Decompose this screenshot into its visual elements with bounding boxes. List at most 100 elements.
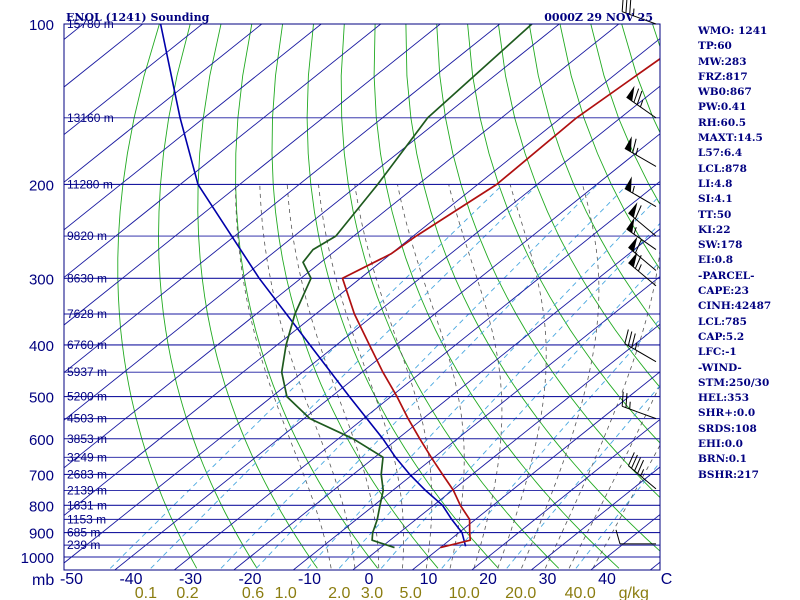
wind-barb-flag	[624, 329, 629, 344]
isotherm	[530, 466, 660, 570]
height-label: 13160 m	[67, 111, 114, 125]
mixing-ratio-line	[256, 184, 628, 569]
wind-barb-flag	[632, 138, 637, 154]
wind-barb-pennant	[624, 176, 632, 192]
moist-adiabat	[259, 184, 356, 569]
pressure-label: 100	[29, 17, 54, 34]
mixing-ratio-label: 2.0	[328, 585, 350, 600]
index-item: -WIND-	[698, 361, 742, 374]
moist-adiabat	[354, 184, 433, 569]
mixing-ratio-label: g/kg	[619, 585, 649, 600]
mixing-ratio-label: 0.1	[135, 585, 157, 600]
dry-adiabat	[559, 24, 660, 270]
height-label: 3853 m	[67, 432, 107, 446]
isotherm	[173, 180, 660, 570]
index-item: BSHR:217	[698, 468, 759, 481]
isotherm	[64, 85, 660, 564]
wind-barb-half-flag	[632, 8, 635, 16]
mixing-ratio-label: 0.2	[176, 585, 198, 600]
height-label: 7628 m	[67, 307, 107, 321]
isotherm	[64, 24, 203, 136]
wind-barb-pennant	[626, 85, 635, 102]
index-item: LI:4.8	[698, 177, 733, 190]
wind-barb	[624, 329, 657, 363]
index-item: CAP:5.2	[698, 330, 745, 343]
wind-barb	[621, 0, 657, 25]
wind-barb-half-flag	[637, 264, 642, 272]
wind-barb-half-flag	[632, 185, 635, 194]
pressure-label: 700	[29, 467, 54, 484]
index-item: LFC:-1	[698, 346, 737, 359]
index-item: SHR+:0.0	[698, 407, 756, 420]
height-label: 239 m	[67, 538, 100, 552]
height-label: 5200 m	[67, 390, 107, 404]
wind-barb-pennant	[624, 136, 632, 152]
pressure-unit-label: mb	[32, 572, 54, 589]
index-item: SRDS:108	[698, 422, 757, 435]
isotherm	[292, 276, 660, 570]
isotherm	[471, 418, 660, 570]
dry-adiabat	[528, 24, 660, 331]
plot-frame	[63, 23, 661, 571]
mixing-ratio-label: 10.0	[449, 585, 480, 600]
wind-barb-half-flag	[634, 342, 638, 350]
wind-barb-flag	[631, 333, 636, 348]
wind-barb	[626, 217, 657, 250]
wind-barb-flag	[621, 0, 624, 12]
pressure-label: 200	[29, 177, 54, 194]
dry-adiabat	[158, 24, 258, 569]
moist-adiabat	[448, 184, 503, 569]
index-item: SI:4.1	[698, 193, 733, 206]
height-label: 1631 m	[67, 498, 107, 512]
dry-adiabat	[271, 24, 439, 569]
dry-adiabat	[306, 24, 499, 569]
index-item: STM:250/30	[698, 376, 770, 389]
wind-barb-staff	[624, 188, 657, 207]
temperature-tick-label: 20	[479, 571, 497, 588]
index-item: PW:0.41	[698, 101, 747, 114]
moist-adiabat	[286, 184, 380, 569]
wind-barb-flag	[634, 239, 642, 254]
index-item: TP:60	[698, 40, 732, 53]
moist-adiabat	[592, 444, 660, 569]
temperature-tick-label: C	[661, 571, 673, 588]
height-label: 6760 m	[67, 338, 107, 352]
wind-barb-staff	[622, 11, 657, 25]
moist-adiabat	[497, 184, 547, 569]
sounding-profiles	[159, 24, 660, 549]
wind-barb	[628, 236, 657, 271]
isotherm	[411, 371, 660, 570]
height-label: 1153 m	[67, 512, 106, 526]
index-item: CAPE:23	[698, 285, 749, 298]
wind-barb-flag	[634, 457, 641, 472]
wind-barb	[624, 176, 657, 207]
wind-barb-staff	[622, 405, 657, 420]
wind-barb-pennant	[628, 252, 638, 268]
index-item: RH:60.5	[698, 116, 747, 129]
index-item: L57:6.4	[698, 147, 743, 160]
isotherm	[64, 24, 144, 88]
index-item: LCL:878	[698, 162, 747, 175]
index-item: WB0:867	[698, 86, 752, 99]
wind-barb-flag	[625, 0, 628, 14]
pressure-label: 500	[29, 390, 54, 407]
wind-barb	[621, 391, 657, 420]
index-item: MW:283	[698, 55, 747, 68]
mixing-ratio-label: 20.0	[505, 585, 536, 600]
wind-barb-flag	[633, 88, 640, 103]
isotherm	[64, 24, 382, 278]
wind-barb	[627, 452, 657, 490]
wind-barb-half-flag	[640, 469, 645, 477]
temperature-tick-label: -10	[298, 571, 321, 588]
moist-adiabat	[235, 184, 332, 569]
index-item: SW:178	[698, 239, 743, 252]
sounding-indices-panel: WMO: 1241 TP:60 MW:283 FRZ:817 WB0:867 PW:0.4…	[698, 24, 798, 483]
index-item: EI:0.8	[698, 254, 734, 267]
plot-background	[64, 24, 660, 570]
pressure-label: 400	[29, 338, 54, 355]
height-label: 9820 m	[67, 229, 107, 243]
isotherm	[64, 24, 322, 231]
wind-barb-flag	[631, 454, 638, 469]
wind-barb-flag	[621, 391, 624, 407]
temperature-tick-label: 10	[420, 571, 438, 588]
